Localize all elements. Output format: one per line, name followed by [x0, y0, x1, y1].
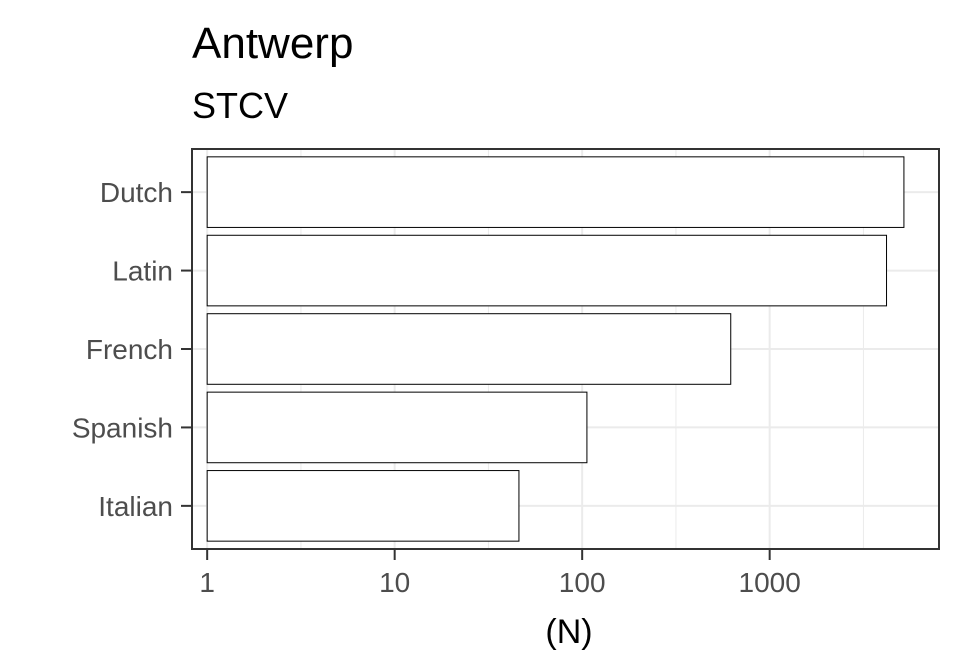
bar-french	[206, 313, 732, 385]
y-tick-label: Italian	[98, 491, 173, 522]
chart-subtitle: STCV	[192, 85, 288, 126]
chart-title: Antwerp	[192, 19, 353, 68]
x-tick-label: 100	[559, 567, 606, 598]
y-tick-label: French	[86, 334, 173, 365]
bar-latin	[206, 234, 888, 307]
x-axis-title: (N)	[545, 613, 592, 651]
x-tick-label: 1000	[739, 567, 801, 598]
x-tick-label: 1	[199, 567, 215, 598]
x-tick-label: 10	[379, 567, 410, 598]
bar-spanish	[206, 391, 588, 464]
bar-dutch	[206, 156, 905, 228]
x-axis: 1 10 100 1000	[199, 549, 801, 598]
bar-italian	[206, 470, 520, 542]
y-tick-label: Spanish	[72, 412, 173, 443]
y-axis: Dutch Latin French Spanish Italian	[72, 177, 192, 522]
y-tick-label: Dutch	[100, 177, 173, 208]
bars	[206, 156, 905, 542]
y-tick-label: Latin	[112, 256, 173, 287]
